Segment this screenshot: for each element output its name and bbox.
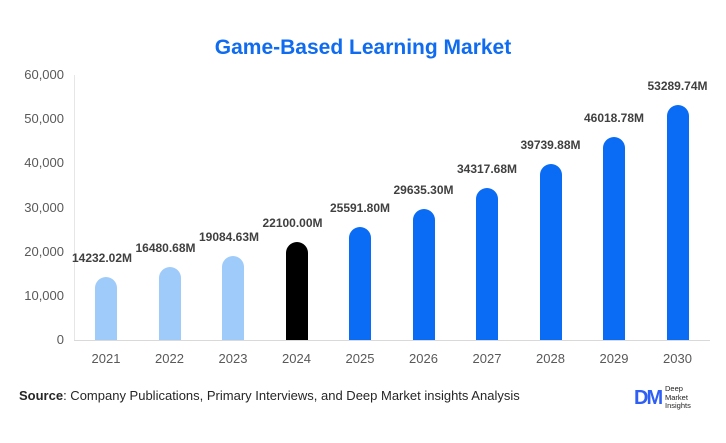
y-tick-label: 30,000 (24, 199, 64, 215)
y-tick-label: 0 (56, 332, 64, 347)
bar-2021 (95, 277, 117, 340)
bar-2026 (412, 209, 435, 340)
value-label: 46018.78M (583, 110, 645, 125)
y-tick-label: 10,000 (24, 287, 64, 303)
x-tick-label: 2024 (282, 351, 311, 366)
brand-logo: DM Deep Market Insights (634, 384, 714, 412)
x-tick-label: 2029 (599, 351, 629, 366)
bar-2029 (603, 136, 625, 340)
bar-2025 (349, 226, 371, 340)
source-text: : Company Publications, Primary Intervie… (63, 388, 520, 403)
source-label: Source (19, 388, 64, 403)
bar-2024 (285, 242, 308, 340)
logo-text: Deep Market Insights (665, 384, 691, 411)
y-tick-label: 50,000 (24, 111, 64, 127)
x-tick-label: 2030 (663, 351, 692, 366)
x-tick-label: 2021 (91, 351, 121, 366)
x-tick-label: 2025 (345, 351, 375, 366)
x-tick-label: 2022 (155, 351, 184, 366)
x-tick-label: 2023 (218, 351, 248, 366)
y-tick-label: 20,000 (24, 243, 64, 259)
value-label: 29635.30M (393, 183, 454, 198)
x-tick-label: 2026 (409, 351, 438, 366)
logo-line-3: Insights (665, 401, 691, 410)
value-label: 22100.00M (262, 216, 323, 231)
bar-2030 (666, 104, 689, 340)
x-tick-label: 2028 (536, 351, 565, 366)
y-tick-label: 60,000 (24, 67, 64, 82)
value-label: 16480.68M (135, 241, 196, 256)
bar-2022 (158, 267, 181, 340)
value-label: 34317.68M (456, 162, 518, 177)
value-label: 19084.63M (198, 229, 260, 244)
bar-2023 (222, 255, 244, 340)
x-axis-line (74, 340, 710, 341)
value-label: 14232.02M (71, 251, 133, 266)
source-note: Source: Company Publications, Primary In… (19, 388, 520, 403)
y-axis-line (74, 75, 75, 341)
value-label: 53289.74M (647, 78, 708, 93)
bar-2027 (476, 188, 498, 340)
logo-line-2: Market (665, 392, 688, 402)
value-label: 25591.80M (329, 200, 391, 215)
x-tick-label: 2027 (472, 351, 502, 366)
y-tick-label: 40,000 (24, 155, 64, 171)
bar-2028 (539, 164, 562, 340)
chart-title: Game-Based Learning Market (214, 36, 512, 59)
logo-line-1: Deep (665, 384, 683, 393)
logo-mark-icon: DM (634, 387, 663, 409)
value-label: 39739.88M (520, 138, 581, 153)
